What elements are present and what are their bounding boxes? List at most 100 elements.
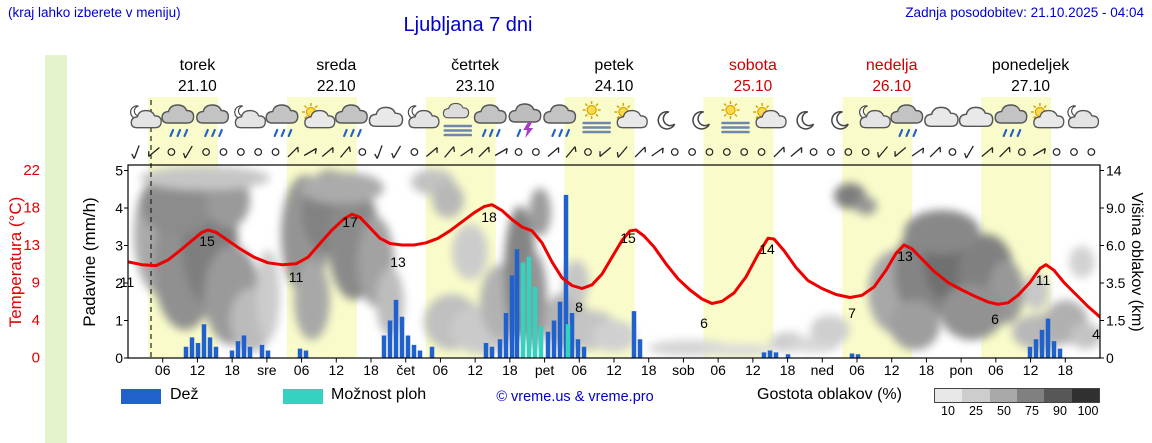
day-headers: torek 21.10 sreda 22.10 četrtek 23.10 petek 24.…: [178, 57, 1070, 95]
wind-calm-marker: [722, 148, 731, 156]
temp-axis-tick: 9: [32, 275, 40, 292]
rain-bar: [631, 311, 637, 358]
rain-bar: [761, 352, 767, 358]
weather-icon-rain: [265, 104, 299, 138]
x-axis-tick: 06: [571, 362, 587, 378]
cloud-blob: [890, 300, 940, 350]
shower-legend-label: Možnost ploh: [331, 386, 427, 403]
rain-bar: [417, 350, 423, 358]
x-axis-tick: ned: [811, 362, 834, 378]
x-axis-tick: 06: [155, 362, 171, 378]
cloud-blob: [700, 344, 776, 356]
cloud-blob: [940, 284, 1004, 340]
weather-icon-sun-cloud: [753, 103, 787, 129]
cloud-blob: [810, 315, 850, 345]
weather-icon-cloud: [924, 106, 959, 128]
temperature-value-label: 17: [342, 214, 358, 230]
x-axis-tick: 06: [294, 362, 310, 378]
wind-arrow-marker: [877, 146, 889, 158]
rain-bar: [195, 343, 201, 358]
rain-bar: [1051, 341, 1057, 358]
wind-arrow-marker: [651, 147, 664, 157]
shower-bar: [565, 324, 571, 358]
temperature-value-labels: 11 15 11 17 13 18 8 15 6 14 7 13 6 11 4: [120, 209, 1100, 342]
temp-axis-tick: 4: [32, 312, 40, 329]
temperature-value-label: 11: [1036, 272, 1051, 288]
wind-calm-marker: [809, 148, 818, 156]
day-name: sobota: [729, 57, 777, 74]
copyright-link[interactable]: © vreme.us & vreme.pro: [496, 389, 654, 405]
x-axis-tick: 06: [988, 362, 1004, 378]
temp-axis-tick: 22: [23, 162, 40, 179]
wind-arrow-marker: [131, 145, 140, 159]
cloud-axis-tick: 0: [1106, 350, 1114, 366]
cloud-density-segment: [1044, 389, 1072, 402]
cloud-blob: [1069, 246, 1095, 278]
temperature-value-label: 18: [481, 209, 497, 225]
x-axis-tick: 12: [884, 362, 900, 378]
wind-arrow-marker: [494, 147, 508, 157]
rain-bar: [773, 352, 779, 358]
day-date: 22.10: [317, 78, 356, 95]
cloud-blob: [529, 188, 551, 236]
day-date: 27.10: [1011, 78, 1050, 95]
cloud-axis-tick: 6.0: [1106, 238, 1126, 254]
x-axis-tick: pet: [535, 362, 555, 378]
cloud-blob: [300, 172, 384, 204]
day-name: sreda: [316, 57, 356, 74]
weather-icon-sun-cloud: [614, 103, 648, 129]
temperature-value-label: 13: [390, 254, 406, 270]
rain-bar: [189, 337, 195, 358]
cloud-density-segment: [962, 389, 990, 402]
left-accent-strip: [45, 55, 67, 443]
rain-bar: [849, 353, 855, 358]
temperature-value-label: 14: [759, 241, 775, 257]
cloud-axis-tick: 1.5: [1106, 313, 1126, 329]
temp-axis-tick: 13: [23, 237, 40, 254]
rain-bar: [241, 335, 247, 358]
rain-bar: [183, 346, 189, 358]
rain-bar: [405, 335, 411, 358]
x-axis-tick: sob: [672, 362, 695, 378]
wind-calm-marker: [410, 148, 419, 156]
rain-bar: [483, 343, 489, 358]
wind-calm-marker: [271, 148, 280, 156]
weather-icon-cloud: [368, 106, 404, 128]
weather-icon-moon-cloud: [1067, 105, 1100, 129]
rain-bar: [393, 299, 399, 358]
cloud-density-scale-value: 100: [1077, 404, 1099, 418]
rain-bar: [575, 339, 581, 358]
cloud-blob: [256, 250, 280, 340]
wind-arrow-marker: [790, 147, 803, 157]
rain-bar: [381, 335, 387, 358]
x-axis-tick: 12: [1023, 362, 1039, 378]
rain-bar: [207, 337, 213, 358]
weather-icon-sun-cloud: [301, 103, 336, 129]
x-axis-tick: čet: [396, 362, 415, 378]
temp-axis-tick: 18: [23, 200, 40, 217]
x-axis-tick: 12: [606, 362, 622, 378]
wind-arrow-marker: [148, 147, 160, 157]
cloud-density-segment: [989, 389, 1017, 402]
weather-icon-rain: [543, 104, 577, 138]
rain-bar: [563, 194, 569, 358]
weather-icon-moon: [657, 110, 676, 130]
wind-calm-marker: [254, 148, 263, 156]
wind-arrow-marker: [911, 147, 925, 157]
rain-bar: [637, 339, 643, 358]
rain-bar: [265, 350, 271, 358]
wind-arrow-marker: [1032, 147, 1046, 157]
wind-calm-marker: [358, 148, 367, 156]
wind-arrow-marker: [391, 145, 402, 159]
x-axis-tick: 18: [224, 362, 240, 378]
wind-arrow-marker: [929, 146, 942, 158]
wind-calm-marker: [219, 148, 228, 156]
x-axis-tick: 06: [849, 362, 865, 378]
wind-arrow-marker: [321, 147, 334, 157]
wind-arrow-marker: [182, 145, 193, 159]
weather-icon-moon-cloud: [234, 105, 266, 129]
rain-bar: [767, 350, 773, 358]
wind-arrow-marker: [460, 147, 473, 157]
